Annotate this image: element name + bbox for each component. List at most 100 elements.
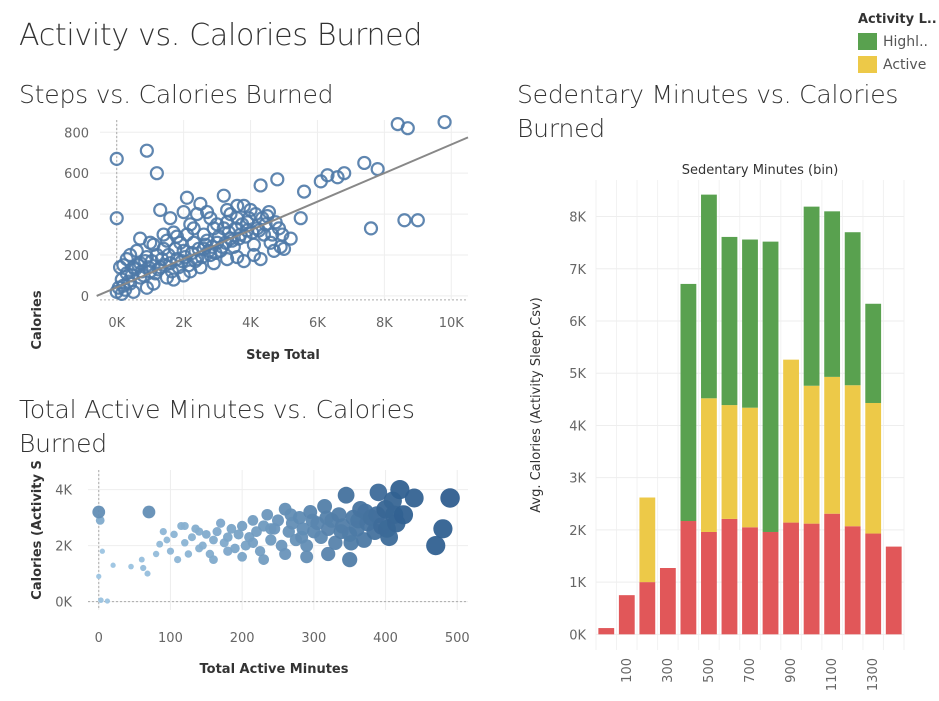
sedentary-bar-segment[interactable] bbox=[701, 194, 717, 399]
sedentary-bar-segment[interactable] bbox=[742, 527, 758, 635]
active-minutes-point[interactable] bbox=[187, 533, 196, 542]
sedentary-bar-chart[interactable]: Sedentary Minutes (bin) 100 300 500 700 900 1… bbox=[500, 150, 939, 695]
sedentary-bar-segment[interactable] bbox=[803, 385, 820, 524]
steps-point[interactable] bbox=[357, 155, 372, 171]
steps-point[interactable] bbox=[215, 239, 230, 254]
sedentary-bar-segment[interactable] bbox=[783, 359, 799, 523]
active-minutes-point[interactable] bbox=[226, 523, 237, 534]
active-minutes-point[interactable] bbox=[92, 505, 106, 519]
sedentary-bar-segment[interactable] bbox=[639, 497, 656, 583]
active-minutes-point[interactable] bbox=[209, 535, 218, 545]
sedentary-bar-segment[interactable] bbox=[721, 236, 738, 406]
active-minutes-point[interactable] bbox=[159, 528, 167, 536]
active-minutes-point[interactable] bbox=[254, 546, 266, 557]
sedentary-bar-segment[interactable] bbox=[824, 376, 841, 514]
sedentary-bars[interactable] bbox=[598, 194, 902, 635]
sedentary-bar-segment[interactable] bbox=[721, 518, 738, 635]
steps-point[interactable] bbox=[220, 251, 235, 267]
active-minutes-point[interactable] bbox=[258, 554, 270, 565]
active-minutes-point[interactable] bbox=[328, 535, 343, 550]
sedentary-bar-segment[interactable] bbox=[762, 531, 779, 635]
active-minutes-point[interactable] bbox=[98, 597, 104, 603]
active-minutes-point[interactable] bbox=[144, 570, 151, 577]
active-minutes-point[interactable] bbox=[265, 534, 277, 546]
active-minutes-point[interactable] bbox=[369, 483, 388, 502]
active-minutes-point[interactable] bbox=[393, 505, 414, 525]
steps-point[interactable] bbox=[109, 211, 124, 226]
steps-point[interactable] bbox=[123, 247, 138, 263]
active-minutes-point[interactable] bbox=[212, 527, 222, 537]
steps-point[interactable] bbox=[189, 206, 205, 222]
active-minutes-point[interactable] bbox=[321, 546, 336, 562]
steps-point[interactable] bbox=[253, 178, 268, 193]
sedentary-bar-segment[interactable] bbox=[803, 206, 820, 386]
active-minutes-point[interactable] bbox=[198, 541, 207, 550]
active-minutes-point[interactable] bbox=[140, 564, 147, 572]
steps-point[interactable] bbox=[437, 114, 452, 130]
active-minutes-point[interactable] bbox=[99, 548, 105, 554]
steps-trend-line[interactable] bbox=[96, 136, 469, 297]
sedentary-bar-segment[interactable] bbox=[824, 211, 841, 377]
steps-point[interactable] bbox=[176, 204, 191, 220]
steps-point[interactable] bbox=[114, 286, 129, 301]
steps-point[interactable] bbox=[258, 217, 273, 232]
active-minutes-point[interactable] bbox=[342, 552, 358, 568]
steps-point[interactable] bbox=[139, 143, 154, 158]
sedentary-bar-segment[interactable] bbox=[639, 582, 656, 635]
active-minutes-point[interactable] bbox=[209, 555, 218, 564]
steps-point[interactable] bbox=[133, 231, 148, 246]
color-legend[interactable]: Activity L.. Highl.. Active bbox=[858, 12, 938, 73]
active-minutes-point[interactable] bbox=[343, 535, 359, 551]
sedentary-bar-segment[interactable] bbox=[721, 405, 738, 519]
active-minutes-points[interactable] bbox=[92, 480, 460, 604]
steps-point[interactable] bbox=[296, 184, 312, 199]
steps-point[interactable] bbox=[400, 121, 415, 136]
legend-item-active[interactable]: Active bbox=[858, 56, 938, 73]
steps-point[interactable] bbox=[139, 280, 154, 295]
steps-point[interactable] bbox=[209, 217, 225, 232]
active-minutes-point[interactable] bbox=[233, 529, 244, 540]
active-minutes-point[interactable] bbox=[201, 530, 211, 539]
sedentary-bar-segment[interactable] bbox=[742, 407, 758, 528]
steps-point[interactable] bbox=[186, 221, 201, 236]
sedentary-bar-segment[interactable] bbox=[701, 398, 717, 532]
steps-point[interactable] bbox=[206, 256, 221, 271]
active-minutes-point[interactable] bbox=[180, 522, 189, 530]
active-minutes-point[interactable] bbox=[184, 550, 193, 558]
active-minutes-point[interactable] bbox=[296, 522, 310, 536]
active-minutes-point[interactable] bbox=[237, 551, 248, 562]
steps-point[interactable] bbox=[220, 202, 235, 218]
steps-point[interactable] bbox=[166, 272, 181, 287]
steps-point[interactable] bbox=[397, 213, 412, 228]
active-minutes-point[interactable] bbox=[170, 530, 178, 539]
active-minutes-point[interactable] bbox=[272, 514, 284, 527]
steps-points[interactable] bbox=[109, 114, 452, 301]
active-minutes-point[interactable] bbox=[152, 550, 160, 558]
active-minutes-point[interactable] bbox=[223, 546, 233, 556]
active-minutes-point[interactable] bbox=[191, 524, 200, 534]
active-minutes-point[interactable] bbox=[142, 505, 156, 519]
active-minutes-point[interactable] bbox=[128, 563, 134, 570]
active-minutes-point[interactable] bbox=[292, 510, 307, 525]
steps-point[interactable] bbox=[176, 243, 191, 259]
steps-point[interactable] bbox=[156, 227, 171, 242]
steps-point[interactable] bbox=[293, 211, 308, 226]
active-minutes-point[interactable] bbox=[303, 505, 318, 519]
steps-point[interactable] bbox=[116, 258, 131, 273]
sedentary-bar-segment[interactable] bbox=[844, 232, 861, 386]
steps-point[interactable] bbox=[236, 254, 251, 269]
active-minutes-point[interactable] bbox=[404, 488, 424, 508]
sedentary-bar-segment[interactable] bbox=[701, 531, 717, 635]
active-minutes-point[interactable] bbox=[236, 520, 248, 532]
sedentary-bar-segment[interactable] bbox=[659, 568, 676, 635]
sedentary-bar-segment[interactable] bbox=[803, 523, 820, 635]
active-minutes-point[interactable] bbox=[317, 498, 333, 514]
active-minutes-point[interactable] bbox=[104, 598, 110, 604]
active-minutes-point[interactable] bbox=[390, 480, 410, 500]
steps-point[interactable] bbox=[410, 213, 425, 228]
active-minutes-point[interactable] bbox=[440, 488, 460, 508]
steps-point[interactable] bbox=[163, 211, 178, 226]
steps-point[interactable] bbox=[153, 202, 168, 218]
steps-point[interactable] bbox=[149, 166, 164, 181]
active-minutes-point[interactable] bbox=[261, 508, 274, 521]
